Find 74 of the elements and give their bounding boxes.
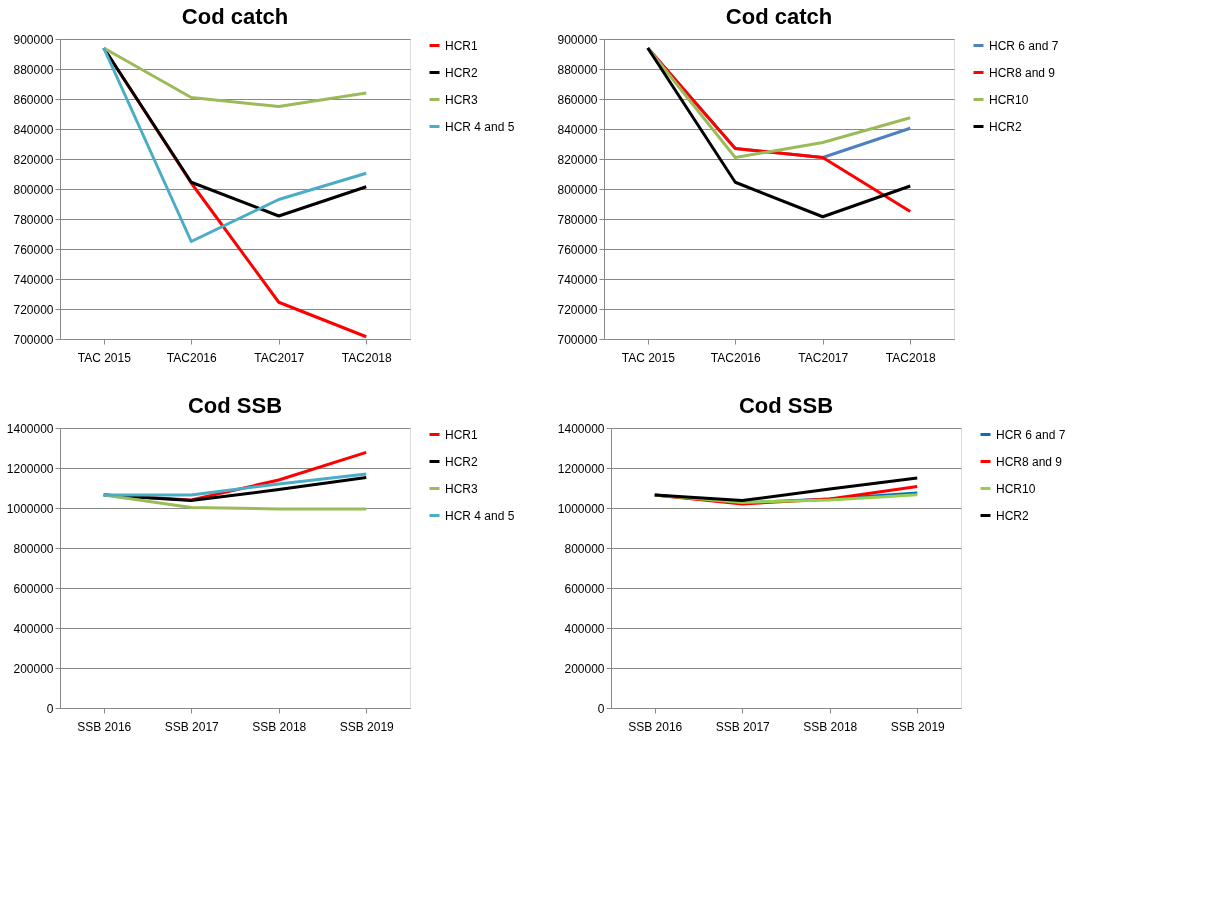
- legend-label: HCR1: [445, 427, 478, 442]
- y-tick-label: 720000: [557, 302, 598, 317]
- legend-label: HCR2: [445, 65, 478, 80]
- legend-label: HCR 4 and 5: [445, 119, 515, 134]
- x-tick-label: SSB 2019: [339, 719, 395, 734]
- y-tick-label: 900000: [13, 32, 54, 47]
- y-tick-label: 1000000: [6, 501, 54, 516]
- y-tick-label: 200000: [564, 661, 605, 676]
- x-tick-label: TAC2017: [254, 350, 305, 365]
- y-tick-label: 1400000: [6, 421, 54, 436]
- chart-title: Cod SSB: [738, 393, 834, 418]
- y-tick-label: 800000: [13, 182, 54, 197]
- y-tick-label: 880000: [13, 62, 54, 77]
- x-tick-label: TAC2016: [166, 350, 217, 365]
- chart-title: Cod SSB: [187, 393, 283, 418]
- legend-label: HCR2: [989, 119, 1022, 134]
- y-tick-label: 200000: [13, 661, 54, 676]
- y-tick-label: 600000: [564, 581, 605, 596]
- y-tick-label: 900000: [557, 32, 598, 47]
- legend-label: HCR10: [989, 92, 1029, 107]
- y-tick-label: 600000: [13, 581, 54, 596]
- y-tick-label: 860000: [13, 92, 54, 107]
- y-tick-label: 0: [597, 701, 605, 716]
- legend-label: HCR8 and 9: [989, 65, 1056, 80]
- y-tick-label: 780000: [557, 212, 598, 227]
- y-tick-label: 800000: [557, 182, 598, 197]
- y-tick-label: 1200000: [557, 461, 605, 476]
- y-tick-label: 400000: [564, 621, 605, 636]
- y-tick-label: 1400000: [557, 421, 605, 436]
- chart-title: Cod catch: [725, 4, 833, 29]
- y-tick-label: 760000: [13, 242, 54, 257]
- y-tick-label: 0: [46, 701, 54, 716]
- y-tick-label: 840000: [13, 122, 54, 137]
- legend-label: HCR3: [445, 481, 478, 496]
- y-tick-label: 860000: [557, 92, 598, 107]
- x-tick-label: SSB 2018: [803, 719, 858, 734]
- y-tick-label: 800000: [13, 541, 54, 556]
- y-tick-label: 820000: [557, 152, 598, 167]
- x-tick-label: SSB 2017: [164, 719, 220, 734]
- legend-label: HCR8 and 9: [996, 454, 1063, 469]
- y-tick-label: 760000: [557, 242, 598, 257]
- y-tick-label: 740000: [13, 272, 54, 287]
- x-tick-label: TAC2017: [798, 350, 849, 365]
- y-tick-label: 880000: [557, 62, 598, 77]
- y-tick-label: 800000: [564, 541, 605, 556]
- x-tick-label: SSB 2018: [252, 719, 307, 734]
- chart-title: Cod catch: [181, 4, 289, 29]
- legend-label: HCR2: [996, 508, 1029, 523]
- y-tick-label: 740000: [557, 272, 598, 287]
- x-tick-label: TAC2018: [885, 350, 936, 365]
- y-tick-label: 1200000: [6, 461, 54, 476]
- x-tick-label: SSB 2017: [715, 719, 771, 734]
- legend-label: HCR2: [445, 454, 478, 469]
- legend-label: HCR1: [445, 38, 478, 53]
- legend-label: HCR 6 and 7: [989, 38, 1059, 53]
- y-tick-label: 840000: [557, 122, 598, 137]
- x-tick-label: SSB 2019: [890, 719, 946, 734]
- legend-label: HCR3: [445, 92, 478, 107]
- y-tick-label: 1000000: [557, 501, 605, 516]
- y-tick-label: 400000: [13, 621, 54, 636]
- y-tick-label: 700000: [557, 332, 598, 347]
- x-tick-label: TAC2016: [710, 350, 761, 365]
- y-tick-label: 720000: [13, 302, 54, 317]
- x-tick-label: TAC 2015: [77, 350, 132, 365]
- x-tick-label: TAC2018: [341, 350, 392, 365]
- x-tick-label: SSB 2016: [77, 719, 132, 734]
- x-tick-label: TAC 2015: [621, 350, 676, 365]
- legend-label: HCR10: [996, 481, 1036, 496]
- legend-label: HCR 4 and 5: [445, 508, 515, 523]
- y-tick-label: 700000: [13, 332, 54, 347]
- x-tick-label: SSB 2016: [628, 719, 683, 734]
- y-tick-label: 820000: [13, 152, 54, 167]
- legend-label: HCR 6 and 7: [996, 427, 1066, 442]
- y-tick-label: 780000: [13, 212, 54, 227]
